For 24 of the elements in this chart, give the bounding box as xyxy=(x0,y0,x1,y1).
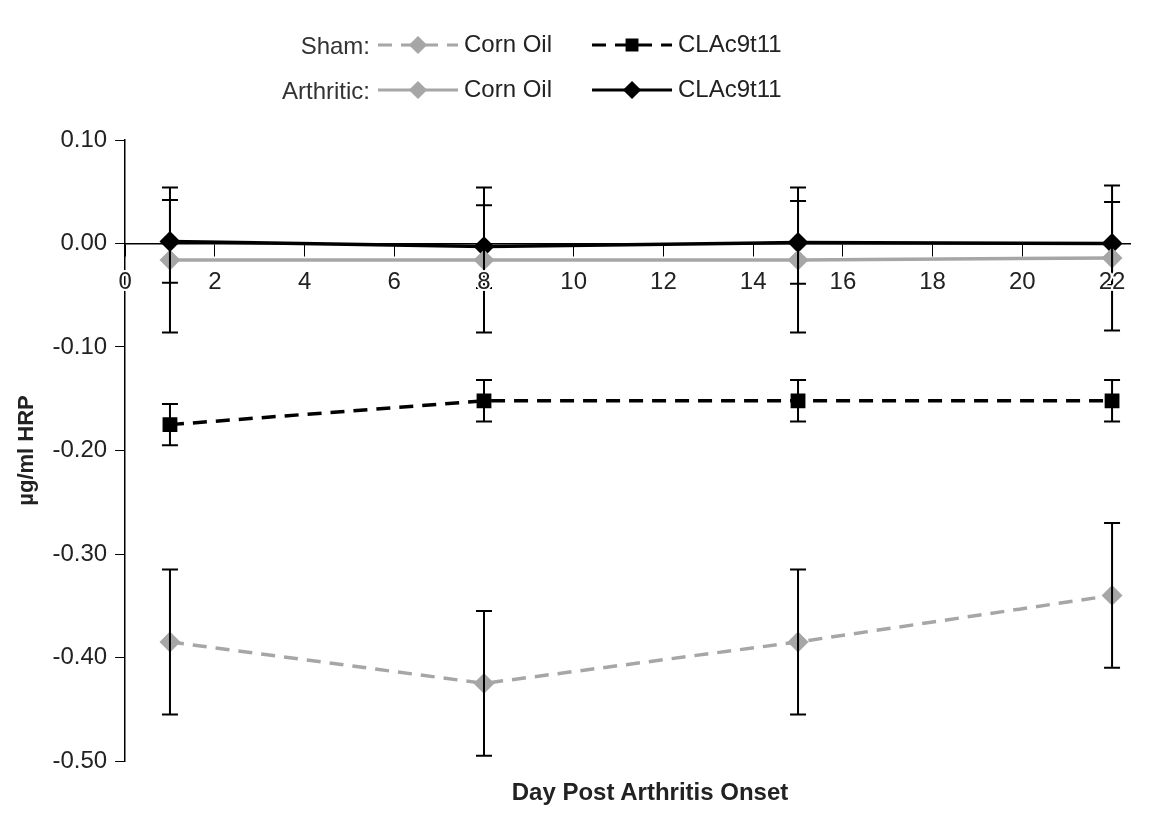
y-tick-label: -0.20 xyxy=(52,435,108,463)
x-tick-label: 2 xyxy=(208,267,222,295)
x-tick-label: 10 xyxy=(560,267,588,295)
y-tick-label: 0.00 xyxy=(60,228,108,256)
y-axis-title: µg/ml HRP xyxy=(13,395,39,506)
legend-label: CLAc9t11 xyxy=(678,29,782,57)
text: Sham: xyxy=(300,31,370,59)
x-tick-label: 4 xyxy=(297,267,312,295)
x-tick-label: 20 xyxy=(1008,267,1036,295)
y-tick-label: -0.30 xyxy=(52,538,108,566)
x-tick-label: 16 xyxy=(829,267,857,295)
x-tick-label: 6 xyxy=(387,267,401,295)
x-axis-title: Day Post Arthritis Onset xyxy=(510,778,790,806)
text: Arthritic: xyxy=(281,76,370,104)
legend-label: Corn Oil xyxy=(464,74,553,102)
y-tick-label: -0.40 xyxy=(52,642,108,670)
legend-label: Corn Oil xyxy=(464,29,553,57)
y-tick-label: -0.50 xyxy=(52,745,108,773)
y-tick-label: -0.10 xyxy=(52,331,108,359)
x-tick-label: 12 xyxy=(650,267,677,295)
x-tick-label: 18 xyxy=(919,267,946,295)
x-tick-label: 14 xyxy=(739,267,767,295)
y-tick-label: 0.10 xyxy=(60,124,108,152)
legend-label: CLAc9t11 xyxy=(678,74,782,102)
